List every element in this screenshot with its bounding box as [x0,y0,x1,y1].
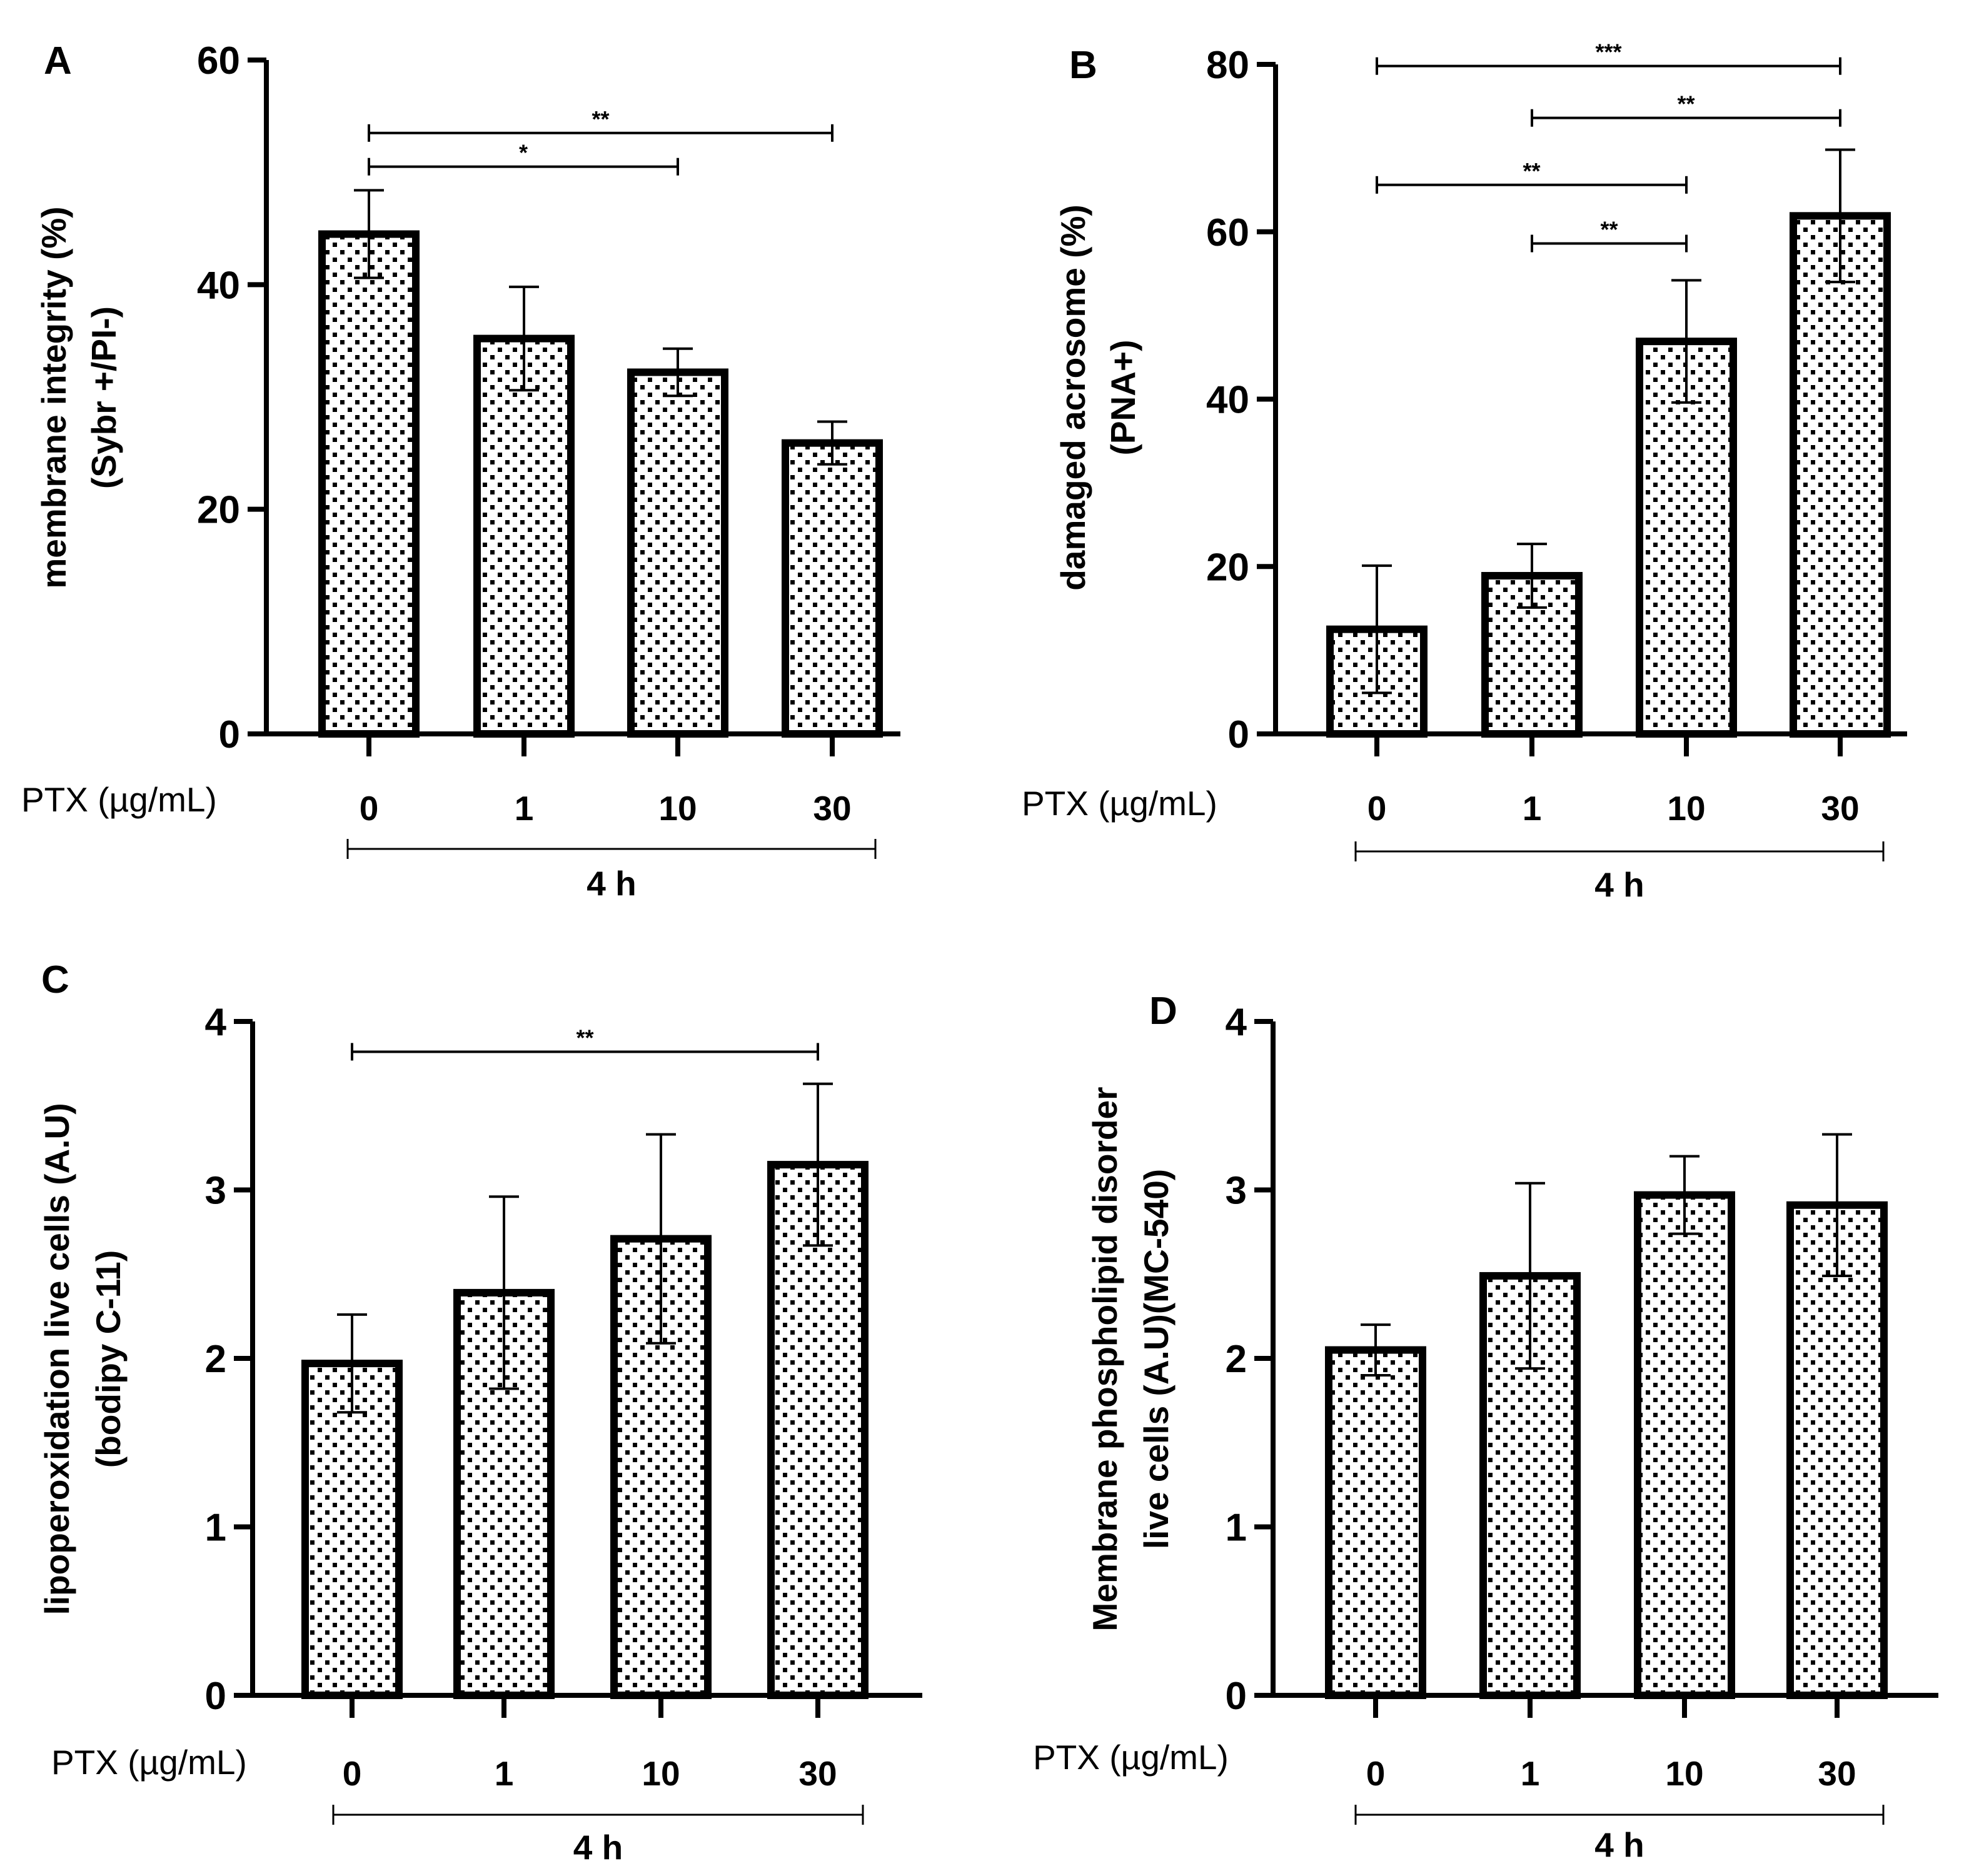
y-tick-label: 3 [205,1170,226,1213]
significance-label: ** [1600,216,1618,242]
x-tick-label: 10 [1665,1754,1703,1793]
y-tick-label: 2 [1226,1338,1247,1381]
x-axis-label: PTX (µg/mL) [21,780,217,819]
significance-label: * [519,140,528,166]
bar [1636,338,1737,738]
group-label: 4 h [1594,865,1644,904]
x-axis-label: PTX (µg/mL) [51,1743,247,1782]
panel-d: D Membrane phospholipid disorder live cell… [1033,990,1938,1864]
y-tick-label: 2 [205,1338,226,1381]
x-tick-label: 0 [360,789,379,828]
y-tick-label: 3 [1226,1170,1247,1213]
x-axis-label: PTX (µg/mL) [1033,1738,1229,1777]
bar [301,1360,403,1699]
group-label: 4 h [1594,1825,1644,1864]
x-tick-label: 0 [1366,1754,1386,1793]
y-tick-label: 1 [205,1507,226,1550]
y-axis-label: live cells (A.U)(MC-540) [1137,1169,1176,1549]
bar [1634,1191,1735,1699]
bar [627,368,728,738]
y-axis-label: (Sybr +/PI-) [84,306,123,489]
group-label: 4 h [573,1828,623,1867]
panel-letter: A [44,39,72,83]
y-tick-label: 4 [205,1001,227,1044]
bar [1325,1346,1426,1699]
y-axis-label: lipoperoxidation live cells (A.U) [38,1103,76,1615]
x-tick-label: 1 [1523,789,1542,828]
bar [1790,212,1891,738]
y-tick-label: 20 [1206,546,1249,589]
x-tick-label: 30 [1818,1754,1856,1793]
y-axis-label: Membrane phospholipid disorder [1085,1087,1124,1632]
x-tick-label: 1 [495,1754,514,1793]
group-label: 4 h [587,864,636,903]
x-tick-label: 1 [515,789,534,828]
significance-label: ** [592,106,609,132]
y-tick-label: 20 [197,489,240,532]
x-axis-label: PTX (µg/mL) [1022,784,1217,823]
x-tick-label: 1 [1521,1754,1540,1793]
y-tick-label: 40 [197,264,240,307]
panel-letter: C [41,958,69,1001]
x-tick-label: 10 [1667,789,1705,828]
y-axis-label: (PNA+) [1104,340,1142,456]
bar [782,439,883,738]
y-tick-label: 0 [1226,1675,1247,1718]
significance-label: *** [1595,39,1621,65]
x-tick-label: 30 [1821,789,1859,828]
x-tick-label: 0 [343,1754,362,1793]
significance-label: ** [576,1025,593,1051]
x-tick-label: 10 [658,789,697,828]
x-tick-label: 30 [813,789,851,828]
significance-label: ** [1523,158,1540,184]
y-axis-label: membrane integrity (%) [34,206,73,588]
y-axis-label: damaged acrosome (%) [1054,204,1092,590]
y-axis-label: (bodipy C-11) [89,1250,128,1468]
y-tick-label: 0 [205,1675,226,1718]
panel-letter: B [1069,44,1097,87]
bar [1786,1201,1888,1699]
y-tick-label: 80 [1206,44,1249,87]
y-tick-label: 60 [1206,211,1249,254]
y-tick-label: 0 [219,713,240,756]
y-tick-label: 0 [1228,713,1249,756]
y-tick-label: 1 [1226,1507,1247,1550]
x-tick-label: 10 [642,1754,680,1793]
y-tick-label: 60 [197,39,240,83]
bar [318,230,420,738]
significance-label: ** [1677,91,1695,117]
y-tick-label: 4 [1226,1001,1247,1044]
y-tick-label: 40 [1206,379,1249,422]
bar [767,1161,869,1699]
bar [473,334,575,738]
panel-letter: D [1149,990,1177,1033]
x-tick-label: 0 [1367,789,1387,828]
x-tick-label: 30 [798,1754,837,1793]
